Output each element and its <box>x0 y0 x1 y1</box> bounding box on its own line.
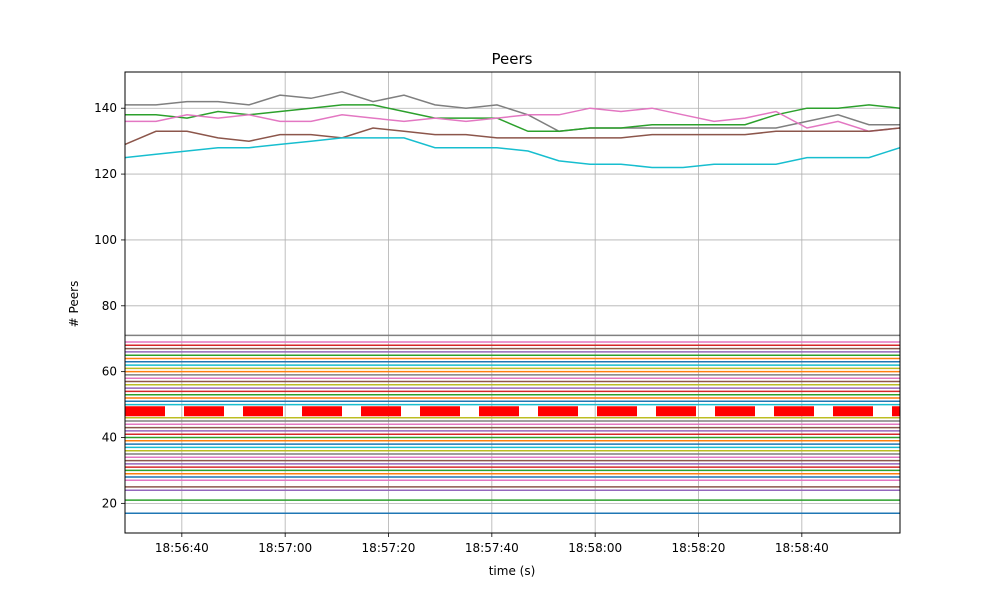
series-line <box>125 107 901 133</box>
x-tick-label: 18:58:40 <box>775 541 829 555</box>
x-tick-label: 18:58:00 <box>568 541 622 555</box>
series-line <box>124 137 901 169</box>
plot-frame <box>124 71 901 534</box>
x-tick-label: 18:57:00 <box>258 541 312 555</box>
series-lines <box>124 91 901 514</box>
x-tick-label: 18:57:40 <box>465 541 519 555</box>
x-axis-label: time (s) <box>489 564 536 578</box>
series-line <box>125 104 901 133</box>
y-tick-label: 140 <box>94 101 117 115</box>
x-tick-label: 18:58:20 <box>672 541 726 555</box>
y-tick-label: 40 <box>102 431 117 445</box>
y-tick-label: 120 <box>94 167 117 181</box>
y-tick-label: 20 <box>102 496 117 510</box>
y-axis-label: # Peers <box>67 281 81 328</box>
chart-title: Peers <box>492 50 533 68</box>
x-tick-label: 18:56:40 <box>155 541 209 555</box>
series-line <box>125 91 900 133</box>
y-tick-label: 100 <box>94 233 117 247</box>
x-tick-label: 18:57:20 <box>362 541 416 555</box>
y-tick-label: 80 <box>102 299 117 313</box>
y-tick-label: 60 <box>102 365 117 379</box>
axis-ticks: 18:56:40 18:57:00 18:57:20 18:57:40 18:58:00… <box>94 101 829 555</box>
series-line <box>124 127 901 146</box>
